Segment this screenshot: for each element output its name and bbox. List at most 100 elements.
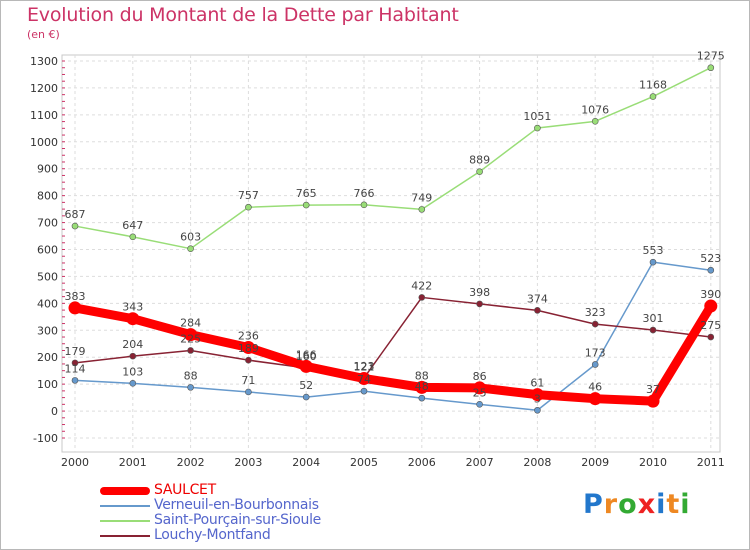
logo-letter: x <box>637 489 657 520</box>
data-point <box>68 301 82 315</box>
x-tick-label: 2007 <box>466 456 494 469</box>
data-label: 343 <box>122 301 143 314</box>
legend-swatch <box>100 535 150 537</box>
data-label: 86 <box>473 370 487 383</box>
data-point <box>476 300 483 308</box>
legend-item-louchy[interactable]: Louchy-Montfand <box>100 527 430 543</box>
logo-letter: P <box>583 489 604 520</box>
y-tick-label: 1100 <box>30 109 58 122</box>
legend-label: Verneuil-en-Bourbonnais <box>154 497 319 513</box>
x-tick-label: 2000 <box>61 456 89 469</box>
y-tick-label: 200 <box>37 351 58 364</box>
data-point <box>299 359 313 373</box>
data-point <box>707 64 715 72</box>
legend-label: Saint-Pourçain-sur-Sioule <box>154 512 321 528</box>
proxiti-logo: Proxiti <box>583 489 691 520</box>
data-point <box>187 384 194 391</box>
data-label: 160 <box>296 350 317 363</box>
data-label: 757 <box>238 189 259 202</box>
data-label: 52 <box>299 379 313 392</box>
data-point <box>530 388 544 402</box>
data-label: 204 <box>122 338 143 351</box>
data-point <box>418 294 426 301</box>
data-label: 173 <box>585 346 606 359</box>
data-label: 749 <box>411 191 432 204</box>
data-point <box>360 201 368 209</box>
data-label: 1076 <box>581 103 609 116</box>
data-point <box>241 341 255 355</box>
legend-item-verneuil[interactable]: Verneuil-en-Bourbonnais <box>100 497 430 513</box>
series-line <box>74 296 712 379</box>
data-label: 225 <box>180 332 201 345</box>
chart-title: Evolution du Montant de la Dette par Hab… <box>27 4 459 26</box>
series-line <box>74 261 712 412</box>
data-point <box>187 245 194 252</box>
data-label: 275 <box>700 319 721 332</box>
x-tick-label: 2009 <box>581 456 609 469</box>
x-tick-label: 2008 <box>523 456 551 469</box>
data-label: 3 <box>534 392 541 405</box>
data-point <box>245 203 252 211</box>
plot-area <box>61 54 721 453</box>
data-point <box>129 233 137 241</box>
data-label: 46 <box>588 381 602 394</box>
data-label: 284 <box>180 317 201 330</box>
legend-swatch <box>100 487 150 495</box>
logo-letter: r <box>603 489 619 520</box>
logo-letter: i <box>656 489 667 520</box>
legend-item-saulcet[interactable]: SAULCET <box>100 482 430 498</box>
legend-label: SAULCET <box>154 482 216 498</box>
data-point <box>534 307 541 314</box>
x-tick-label: 2004 <box>292 456 320 469</box>
series-line <box>70 301 716 406</box>
legend-label: Louchy-Montfand <box>154 527 271 543</box>
data-label: 1275 <box>697 50 725 63</box>
data-point <box>360 387 368 395</box>
data-label: 1051 <box>523 110 551 123</box>
data-label: 766 <box>354 187 375 200</box>
data-label: 422 <box>411 279 432 292</box>
data-label: 166 <box>296 348 317 361</box>
y-tick-label: 800 <box>37 190 58 203</box>
data-label: 123 <box>354 360 375 373</box>
data-point <box>71 222 79 230</box>
data-label: 301 <box>643 312 664 325</box>
data-label: 647 <box>122 219 143 232</box>
data-label: 103 <box>122 365 143 378</box>
y-tick-label: 100 <box>37 378 58 391</box>
data-label: 48 <box>415 380 429 393</box>
x-tick-label: 2010 <box>639 456 667 469</box>
data-point <box>649 93 657 100</box>
x-tick-label: 2003 <box>234 456 262 469</box>
legend: SAULCET Verneuil-en-Bourbonnais Saint-Po… <box>100 482 430 543</box>
data-label: 603 <box>180 231 201 244</box>
data-point <box>704 299 718 313</box>
data-point <box>707 333 715 341</box>
data-point <box>302 393 310 401</box>
data-label: 889 <box>469 154 490 167</box>
legend-swatch <box>100 505 150 507</box>
series-line <box>74 66 712 250</box>
data-label: 25 <box>473 386 487 399</box>
data-point <box>357 371 371 385</box>
data-point <box>707 266 715 274</box>
data-point <box>649 326 657 334</box>
data-point <box>71 377 79 384</box>
data-label: 189 <box>238 342 259 355</box>
x-tick-label: 2002 <box>177 456 205 469</box>
data-label: 37 <box>646 383 660 396</box>
data-point <box>534 124 541 132</box>
x-tick-label: 2005 <box>350 456 378 469</box>
x-tick-label: 2011 <box>697 456 725 469</box>
data-label: 236 <box>238 330 259 343</box>
y-tick-label: 0 <box>51 405 58 418</box>
legend-item-saint-pourcain[interactable]: Saint-Pourçain-sur-Sioule <box>100 512 430 528</box>
data-label: 398 <box>469 286 490 299</box>
y-tick-label: 700 <box>37 217 58 230</box>
y-tick-label: 300 <box>37 324 58 337</box>
data-point <box>415 380 429 394</box>
data-point <box>476 168 483 175</box>
data-point <box>476 401 483 408</box>
data-point <box>591 320 599 328</box>
